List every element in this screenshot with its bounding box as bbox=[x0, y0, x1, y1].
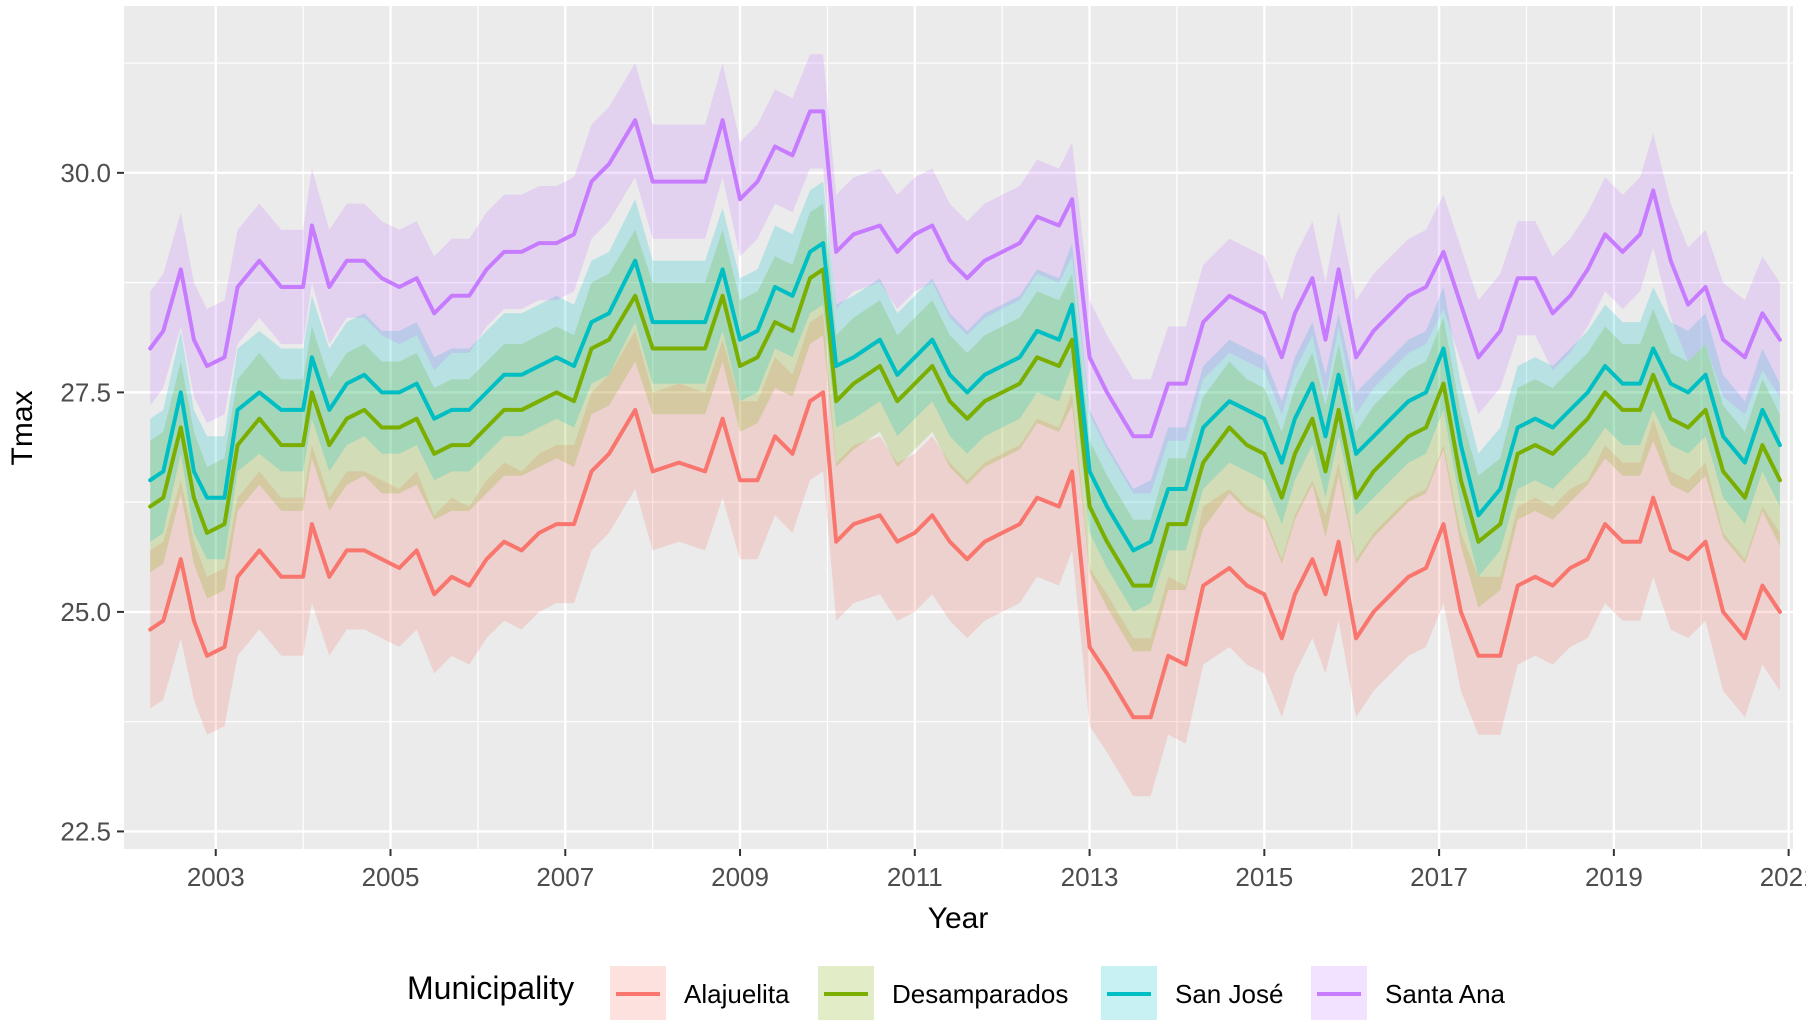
x-tick-label: 2009 bbox=[711, 862, 769, 892]
legend-label-san-jose: San José bbox=[1175, 979, 1283, 1009]
line-santa-ana bbox=[148, 109, 1782, 439]
y-axis-title: Tmax bbox=[6, 391, 39, 466]
x-tick-label: 2007 bbox=[536, 862, 594, 892]
x-axis-title: Year bbox=[928, 902, 989, 935]
line-alajuelita bbox=[148, 390, 1782, 720]
legend-label-santa-ana: Santa Ana bbox=[1385, 979, 1506, 1009]
legend: Municipality Alajuelita Desamparados San J… bbox=[407, 966, 1506, 1020]
line-san-jose bbox=[148, 241, 1782, 553]
x-tick-label: 2021 bbox=[1760, 862, 1806, 892]
legend-label-alajuelita: Alajuelita bbox=[684, 979, 790, 1009]
band-san-jose bbox=[150, 181, 1780, 612]
series-lines bbox=[148, 109, 1782, 720]
x-tick-label: 2003 bbox=[187, 862, 245, 892]
x-tick-label: 2011 bbox=[887, 862, 943, 892]
y-tick-label: 30.0 bbox=[60, 158, 111, 188]
legend-title: Municipality bbox=[407, 970, 574, 1006]
x-tick-label: 2005 bbox=[362, 862, 420, 892]
x-tick-label: 2013 bbox=[1061, 862, 1119, 892]
x-tick-label: 2019 bbox=[1585, 862, 1643, 892]
y-tick-label: 27.5 bbox=[60, 377, 111, 407]
x-tick-label: 2017 bbox=[1410, 862, 1468, 892]
y-tick-label: 22.5 bbox=[60, 816, 111, 846]
x-axis-ticks: 2003 2005 2007 2009 2011 2013 2015 2017 2019 2021 bbox=[187, 849, 1806, 892]
line-desamparados bbox=[148, 267, 1782, 588]
minor-gridlines bbox=[124, 6, 1793, 849]
y-axis-ticks: 22.5 25.0 27.5 30.0 bbox=[60, 158, 124, 846]
x-tick-label: 2015 bbox=[1235, 862, 1293, 892]
band-desamparados bbox=[150, 203, 1780, 652]
legend-label-desamparados: Desamparados bbox=[892, 979, 1068, 1009]
y-tick-label: 25.0 bbox=[60, 597, 111, 627]
